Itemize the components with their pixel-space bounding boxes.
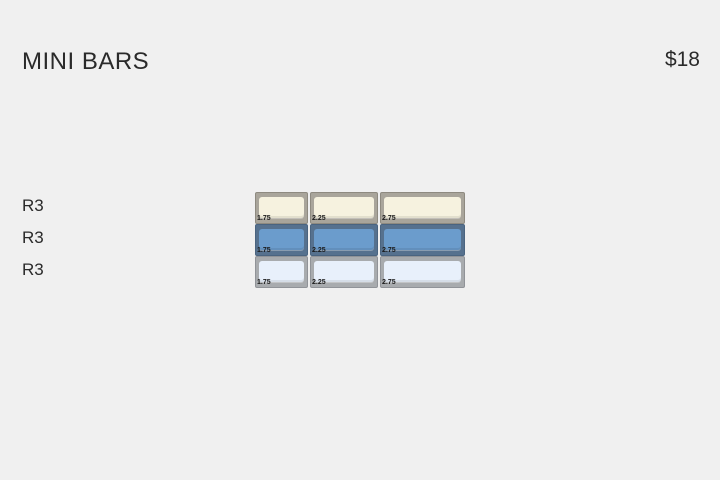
keycap-top [384, 197, 461, 218]
keycap-size-label: 1.75 [257, 247, 271, 254]
keycap-top [259, 261, 304, 282]
keycap-size-label: 2.25 [312, 247, 326, 254]
page-title: MINI BARS [22, 48, 150, 75]
keycap-size-label: 2.25 [312, 279, 326, 286]
keycap-size-label: 2.75 [382, 215, 396, 222]
row-labels: R3 R3 R3 [22, 194, 44, 290]
keycap-2-25[interactable]: 2.25 [310, 224, 378, 256]
keycap-size-label: 2.25 [312, 215, 326, 222]
keycap-row: 1.75 2.25 2.75 [255, 224, 465, 256]
keycap-grid: 1.75 2.25 2.75 1.75 2.25 2.75 1.75 2.25 … [255, 192, 465, 288]
keycap-top [384, 261, 461, 282]
keycap-size-label: 1.75 [257, 215, 271, 222]
keycap-row: 1.75 2.25 2.75 [255, 256, 465, 288]
keycap-top [314, 261, 374, 282]
keycap-top [259, 197, 304, 218]
keycap-size-label: 2.75 [382, 279, 396, 286]
keycap-top [314, 197, 374, 218]
keycap-row: 1.75 2.25 2.75 [255, 192, 465, 224]
row-label: R3 [22, 228, 44, 247]
keycap-2-25[interactable]: 2.25 [310, 192, 378, 224]
keycap-2-75[interactable]: 2.75 [380, 224, 465, 256]
keycap-1-75[interactable]: 1.75 [255, 192, 308, 224]
row-label: R3 [22, 196, 44, 215]
keycap-size-label: 1.75 [257, 279, 271, 286]
keycap-1-75[interactable]: 1.75 [255, 256, 308, 288]
keycap-1-75[interactable]: 1.75 [255, 224, 308, 256]
keycap-size-label: 2.75 [382, 247, 396, 254]
row-label: R3 [22, 260, 44, 279]
keycap-top [384, 229, 461, 250]
keycap-2-75[interactable]: 2.75 [380, 192, 465, 224]
keycap-2-25[interactable]: 2.25 [310, 256, 378, 288]
keycap-top [259, 229, 304, 250]
keycap-2-75[interactable]: 2.75 [380, 256, 465, 288]
price-label: $18 [664, 48, 700, 71]
keycap-top [314, 229, 374, 250]
